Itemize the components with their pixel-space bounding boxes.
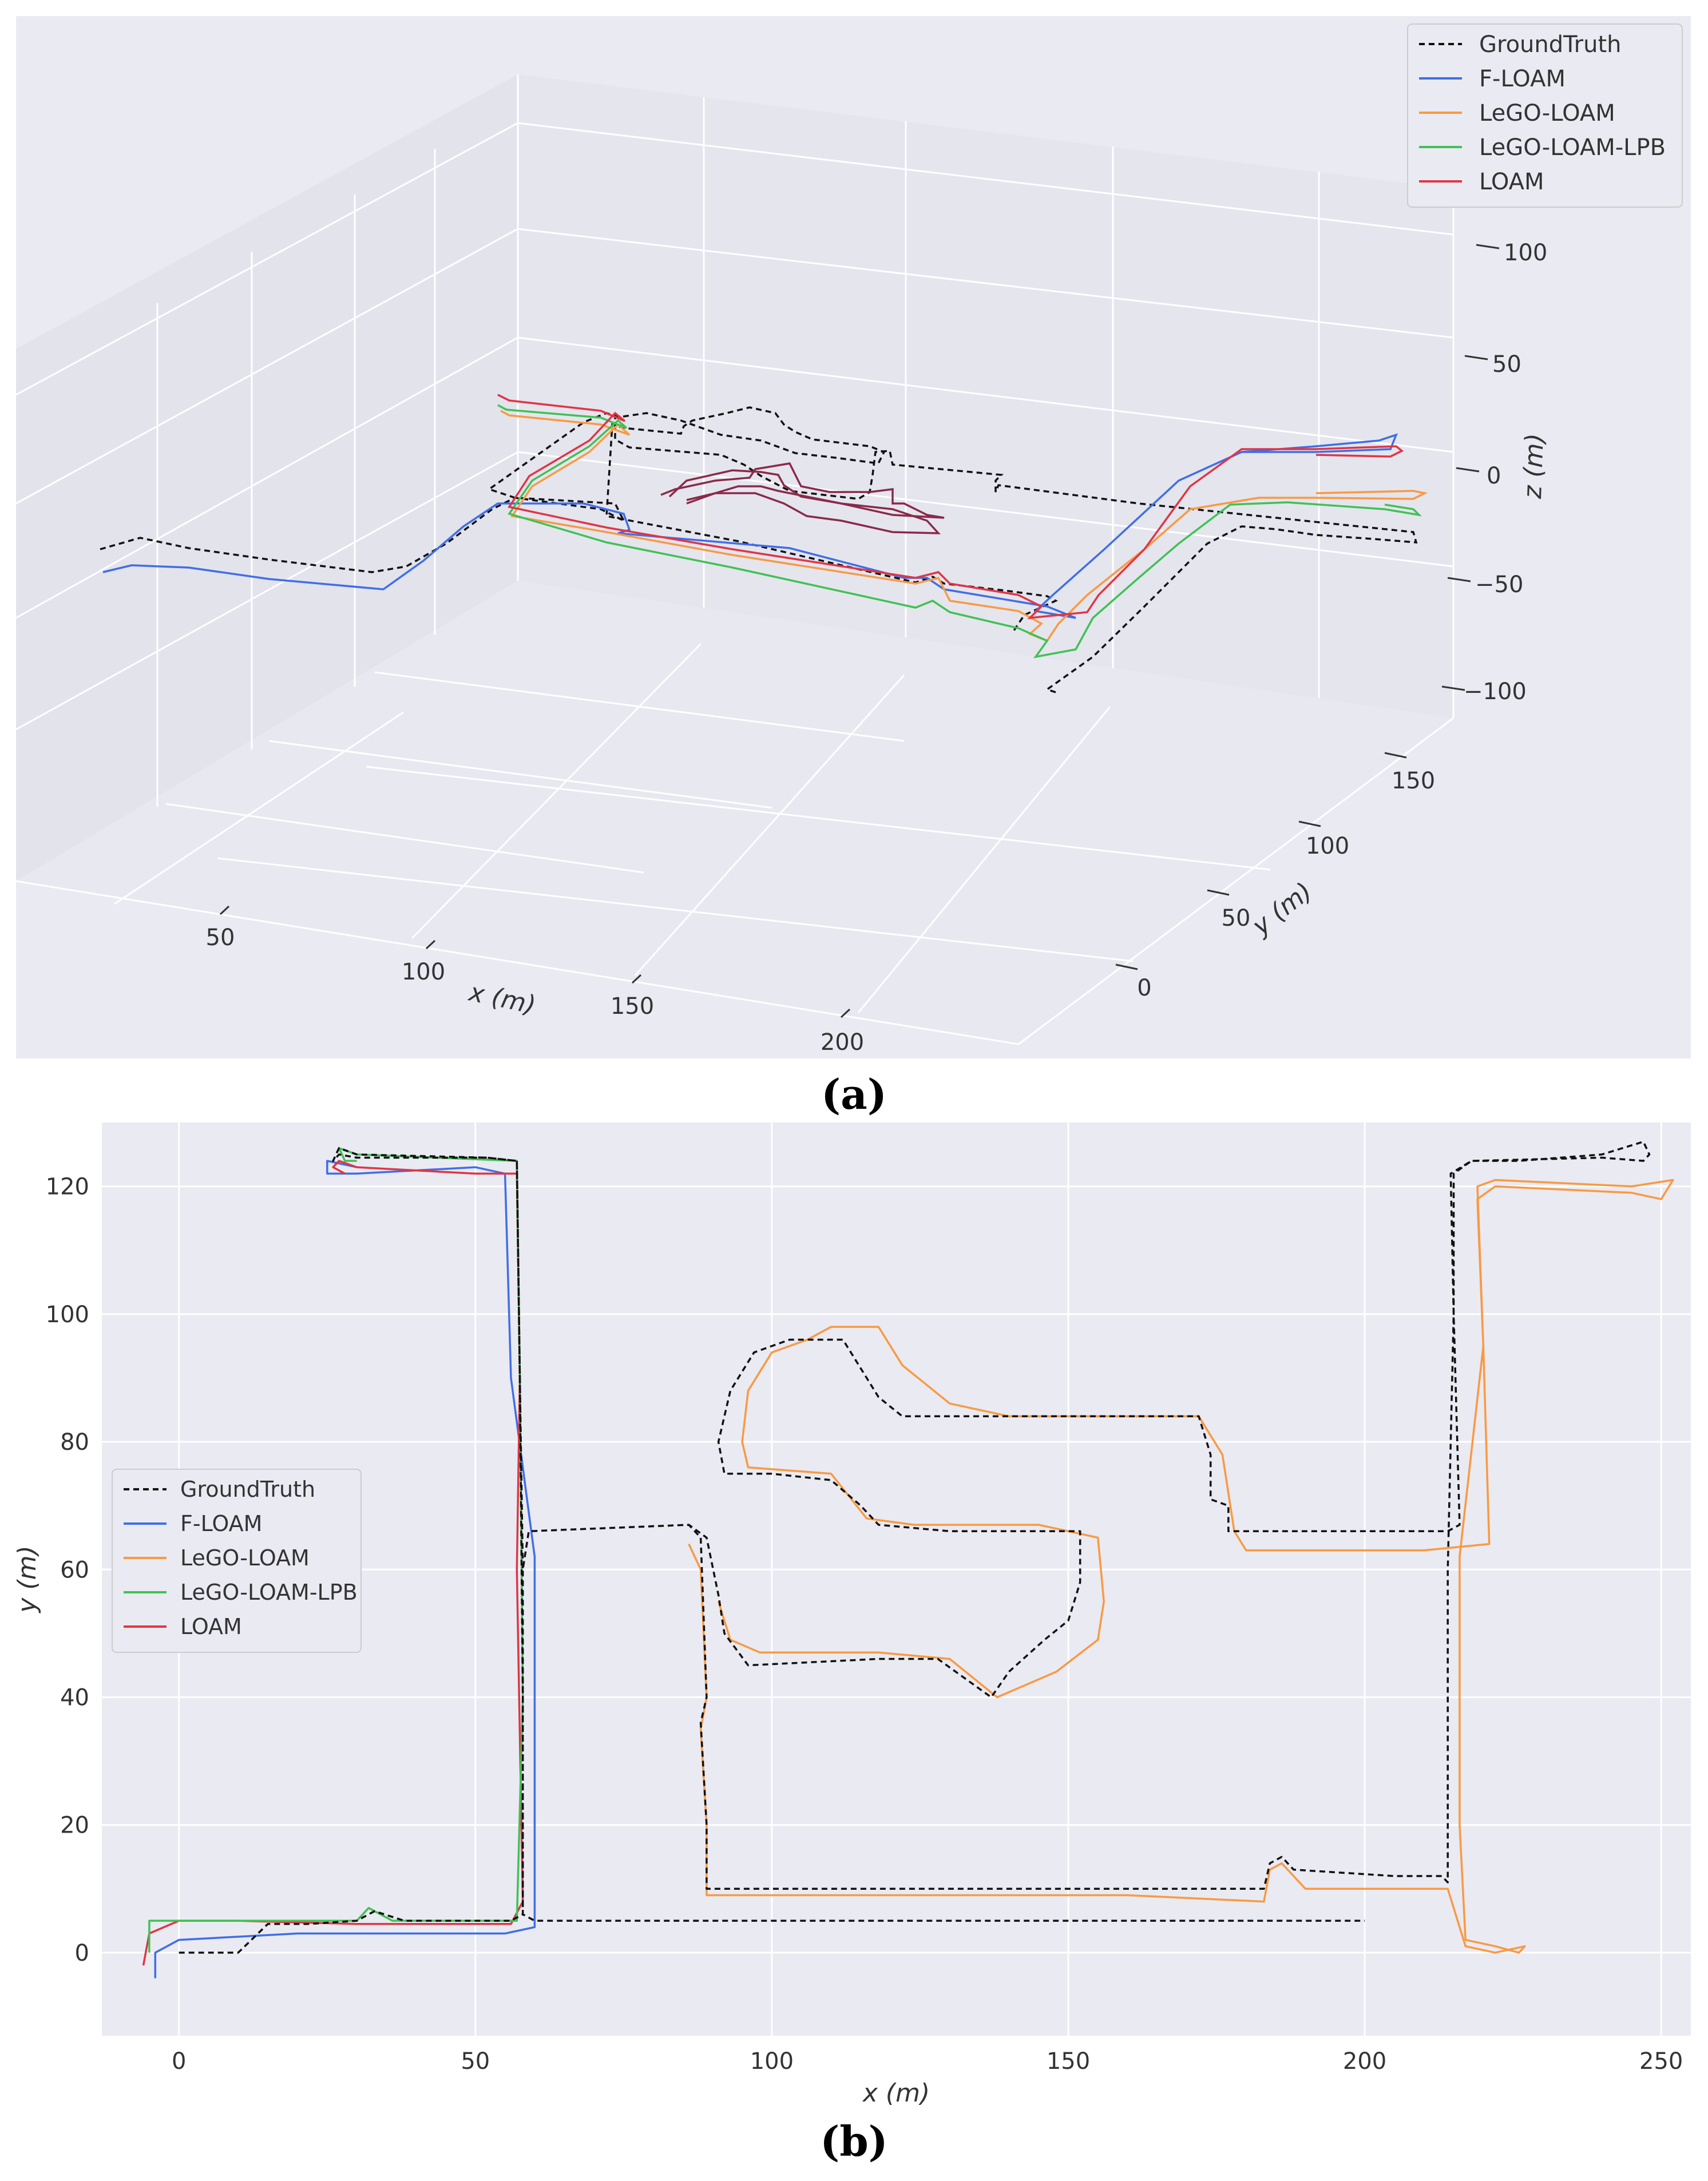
legend-label: GroundTruth (180, 1477, 315, 1502)
caption-a: (a) (821, 1070, 887, 1119)
chart-3d-trajectories: 50 100 150 200 0 50 100 150 100 50 0 −50… (15, 16, 1691, 1058)
trajectory-3d-loam (497, 394, 1404, 620)
legend-label: F-LOAM (1479, 66, 1566, 92)
grid-2d (102, 1123, 1691, 2036)
legend-label: GroundTruth (1479, 31, 1622, 58)
z-tick-label: 100 (1504, 240, 1547, 266)
x-tick-label: 50 (461, 2048, 490, 2075)
floor-pane (16, 581, 1453, 1044)
panel-a-3d-plot: 50 100 150 200 0 50 100 150 100 50 0 −50… (0, 0, 1708, 1067)
legend-label: LeGO-LOAM-LPB (180, 1580, 358, 1605)
legend-label: LOAM (180, 1614, 242, 1639)
z-tick-label: −50 (1475, 572, 1523, 598)
y-tick-label: 100 (1306, 833, 1349, 859)
ticks-3d (219, 244, 1500, 1018)
caption-b: (b) (820, 2117, 888, 2166)
legend-label: LOAM (1479, 169, 1544, 195)
x-tick-label: 100 (750, 2048, 794, 2075)
axis-edges-3d (15, 189, 1455, 1045)
legend-label: LeGO-LOAM (1479, 100, 1615, 126)
y-tick-label: 100 (46, 1302, 89, 1328)
x-tick-label: 200 (821, 1029, 864, 1056)
legend-box (112, 1469, 362, 1653)
legend-box (1407, 23, 1683, 208)
trajectory-3d-lego (500, 410, 1428, 643)
trajectory-3d-groundtruth (605, 406, 1418, 693)
plot-background-2d (102, 1123, 1691, 2036)
z-tick-label: 0 (1487, 463, 1501, 489)
legend-3d: GroundTruth F-LOAM LeGO-LOAM LeGO-LOAM-L… (1407, 23, 1683, 208)
trajectory-f-loam (154, 1160, 536, 1978)
legend-label: LeGO-LOAM (180, 1545, 310, 1571)
y-tick-label: 120 (46, 1174, 89, 1200)
panel-b-2d-plot: 0 50 100 150 200 250 0 20 40 60 80 100 120 x (m) y (… (0, 1070, 1708, 2179)
tick-labels-2d: 0 50 100 150 200 250 0 20 40 60 80 100 120 (46, 1174, 1683, 2075)
z-tick-label: −100 (1464, 679, 1527, 705)
y-tick-label: 60 (60, 1557, 89, 1583)
trajectory-lego-loam (688, 1179, 1674, 1954)
x-tick-label: 100 (402, 959, 445, 985)
trajectory-3d-overlap-loop (660, 462, 945, 519)
z-tick-label: 50 (1492, 351, 1521, 378)
trajectory-3d-lpb (497, 404, 1422, 659)
y-tick-label: 0 (75, 1940, 89, 1966)
y-tick-label: 50 (1222, 905, 1251, 931)
legend-label: F-LOAM (180, 1511, 262, 1536)
legend-2d: GroundTruth F-LOAM LeGO-LOAM LeGO-LOAM-L… (112, 1469, 362, 1653)
x-axis-label: x (m) (862, 2079, 930, 2108)
x-tick-label: 150 (611, 993, 654, 1020)
y-tick-label: 40 (60, 1684, 89, 1711)
x-tick-label: 0 (172, 2048, 186, 2075)
chart-2d-trajectories: 0 50 100 150 200 250 0 20 40 60 80 100 120 x (m) y (… (13, 1123, 1691, 2108)
tick-labels-3d: 50 100 150 200 0 50 100 150 100 50 0 −50… (206, 240, 1548, 1056)
trajectory-3d-floam (102, 433, 1398, 619)
x-tick-label: 150 (1047, 2048, 1090, 2075)
trajectories-2d (142, 1140, 1674, 1978)
trajectory-3d-overlap-inner (668, 469, 941, 534)
y-tick-label: 150 (1392, 768, 1435, 794)
z-axis-label: z (m) (1518, 433, 1550, 499)
x-tick-label: 250 (1639, 2048, 1683, 2075)
trajectory-groundtruth (179, 1140, 1651, 1954)
y-tick-label: 80 (60, 1429, 89, 1456)
y-tick-label: 20 (60, 1813, 89, 1839)
legend-label: LeGO-LOAM-LPB (1479, 134, 1666, 161)
y-axis-label: y (m) (13, 1545, 42, 1613)
x-tick-label: 200 (1343, 2048, 1386, 2075)
x-tick-label: 50 (206, 925, 235, 951)
trajectories-3d (100, 394, 1428, 693)
y-tick-label: 0 (1137, 975, 1151, 1001)
